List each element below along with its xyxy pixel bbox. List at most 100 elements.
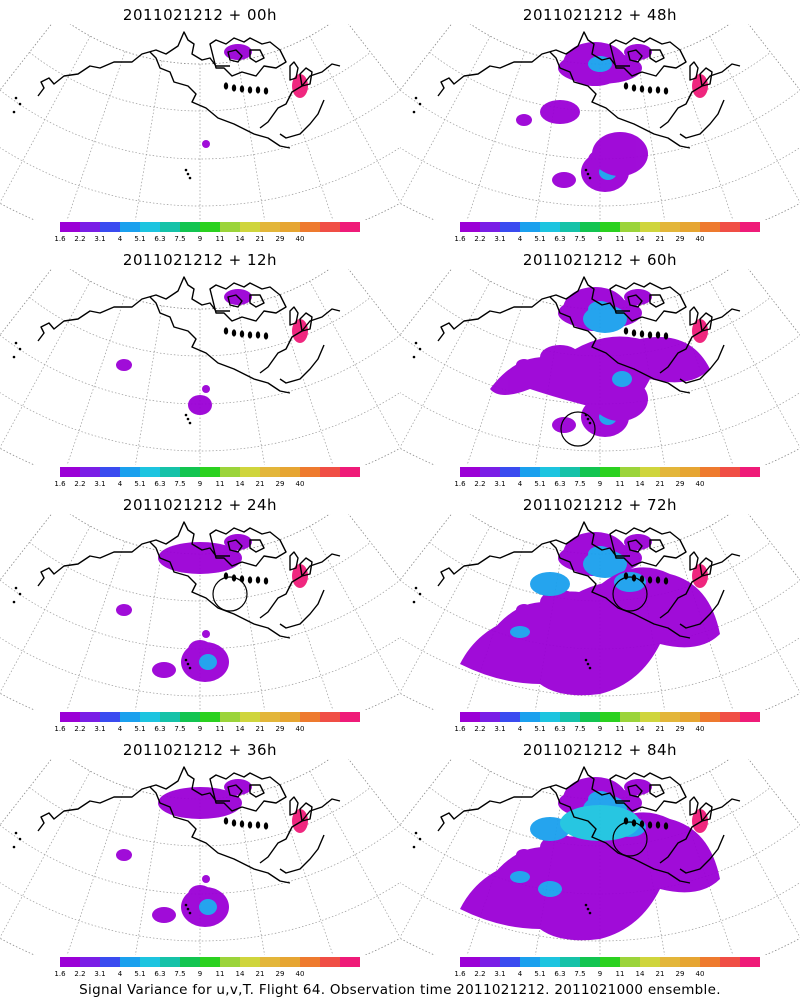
colorbar-label: 9	[197, 725, 203, 733]
colorbar-swatch	[740, 712, 760, 722]
colorbar-label: 6.3	[154, 970, 166, 978]
colorbar-swatch	[720, 957, 740, 967]
colorbar-label: 2.2	[74, 480, 86, 488]
colorbar-swatch	[700, 467, 720, 477]
colorbar-label: 7.5	[574, 235, 586, 243]
colorbar-swatch	[460, 222, 480, 232]
colorbar-swatch	[620, 712, 640, 722]
colorbar-label: 14	[235, 480, 245, 488]
map-panel-p84: 2011021212 + 84h 1.6 2.2 3.1 4 5.1 6.3 7.5 9 11 14…	[400, 735, 800, 980]
colorbar-label: 3.1	[94, 970, 106, 978]
colorbar-swatch	[200, 957, 220, 967]
colorbar-swatch	[280, 467, 300, 477]
colorbar-swatch	[80, 467, 100, 477]
colorbar-label: 9	[197, 480, 203, 488]
colorbar-label: 11	[615, 725, 625, 733]
colorbar-swatch	[680, 467, 700, 477]
colorbar-swatch	[100, 222, 120, 232]
colorbar-label: 14	[235, 725, 245, 733]
colorbar-swatch	[620, 957, 640, 967]
colorbar-swatch	[540, 957, 560, 967]
colorbar-swatch	[340, 957, 360, 967]
colorbar-labels: 1.6 2.2 3.1 4 5.1 6.3 7.5 9 11 14 21 29 40	[54, 235, 360, 245]
colorbar-label: 5.1	[134, 970, 146, 978]
colorbar-swatch	[180, 467, 200, 477]
colorbar-label: 7.5	[574, 480, 586, 488]
colorbar-label: 7.5	[574, 970, 586, 978]
colorbar-swatch	[80, 222, 100, 232]
map-projection	[400, 514, 800, 710]
colorbar	[460, 712, 760, 722]
colorbar-swatch	[240, 467, 260, 477]
colorbar-labels: 1.6 2.2 3.1 4 5.1 6.3 7.5 9 11 14 21 29 40	[454, 725, 760, 735]
colorbar	[460, 222, 760, 232]
colorbar-swatch	[340, 467, 360, 477]
colorbar-label: 9	[597, 970, 603, 978]
colorbar-swatch	[320, 712, 340, 722]
colorbar-swatch	[280, 222, 300, 232]
map-projection	[400, 269, 800, 465]
map-panel-p48: 2011021212 + 48h 1.6 2.2 3.1 4 5.1 6.3 7.5 9 11 14…	[400, 0, 800, 245]
colorbar-swatch	[60, 222, 80, 232]
colorbar-label: 1.6	[54, 725, 66, 733]
colorbar-swatch	[540, 222, 560, 232]
colorbar-swatch	[500, 467, 520, 477]
colorbar-swatch	[260, 957, 280, 967]
colorbar-swatch	[300, 957, 320, 967]
colorbar-label: 5.1	[134, 725, 146, 733]
colorbar-swatch	[640, 957, 660, 967]
colorbar-swatch	[140, 957, 160, 967]
map-panel-p12: 2011021212 + 12h 1.6 2.2 3.1 4 5.1 6.3 7.5 9 11 14…	[0, 245, 400, 490]
colorbar-swatch	[700, 712, 720, 722]
colorbar-swatch	[300, 712, 320, 722]
colorbar-label: 6.3	[154, 725, 166, 733]
colorbar-swatch	[460, 467, 480, 477]
colorbar-label: 3.1	[494, 480, 506, 488]
colorbar-swatch	[460, 957, 480, 967]
colorbar-label: 6.3	[154, 235, 166, 243]
colorbar-label: 11	[215, 725, 225, 733]
colorbar-swatch	[140, 222, 160, 232]
colorbar-swatch	[160, 467, 180, 477]
colorbar-swatch	[300, 222, 320, 232]
colorbar-swatch	[300, 467, 320, 477]
colorbar-label: 11	[615, 235, 625, 243]
colorbar-label: 2.2	[474, 725, 486, 733]
colorbar-label: 21	[255, 235, 265, 243]
colorbar-label: 4	[517, 725, 523, 733]
colorbar-swatch	[340, 222, 360, 232]
colorbar-label: 3.1	[94, 725, 106, 733]
colorbar-swatch	[720, 467, 740, 477]
colorbar-label: 29	[275, 235, 285, 243]
colorbar-label: 5.1	[134, 235, 146, 243]
colorbar-label: 7.5	[574, 725, 586, 733]
colorbar-label: 5.1	[534, 480, 546, 488]
map-projection	[0, 759, 400, 955]
colorbar-swatch	[220, 712, 240, 722]
colorbar-swatch	[580, 467, 600, 477]
colorbar-swatch	[720, 222, 740, 232]
panel-title: 2011021212 + 00h	[122, 6, 278, 24]
colorbar-swatch	[280, 712, 300, 722]
colorbar-swatch	[700, 957, 720, 967]
colorbar-label: 7.5	[174, 970, 186, 978]
colorbar-label: 21	[655, 970, 665, 978]
colorbar-swatch	[200, 712, 220, 722]
colorbar-label: 11	[615, 480, 625, 488]
colorbar-swatch	[660, 222, 680, 232]
map-projection	[0, 24, 400, 220]
colorbar-labels: 1.6 2.2 3.1 4 5.1 6.3 7.5 9 11 14 21 29 40	[54, 725, 360, 735]
colorbar-label: 6.3	[554, 480, 566, 488]
colorbar-label: 21	[655, 725, 665, 733]
colorbar-swatch	[600, 467, 620, 477]
colorbar-swatch	[500, 222, 520, 232]
colorbar-label: 2.2	[74, 970, 86, 978]
colorbar-swatch	[120, 222, 140, 232]
colorbar-swatch	[740, 467, 760, 477]
map-panel-p24: 2011021212 + 24h 1.6 2.2 3.1 4 5.1 6.3 7.5 9 11 14…	[0, 490, 400, 735]
colorbar-swatch	[660, 957, 680, 967]
colorbar-label: 4	[117, 480, 123, 488]
panel-title: 2011021212 + 60h	[522, 251, 678, 269]
colorbar-label: 21	[255, 480, 265, 488]
figure-caption: Signal Variance for u,v,T. Flight 64. Ob…	[79, 982, 721, 998]
